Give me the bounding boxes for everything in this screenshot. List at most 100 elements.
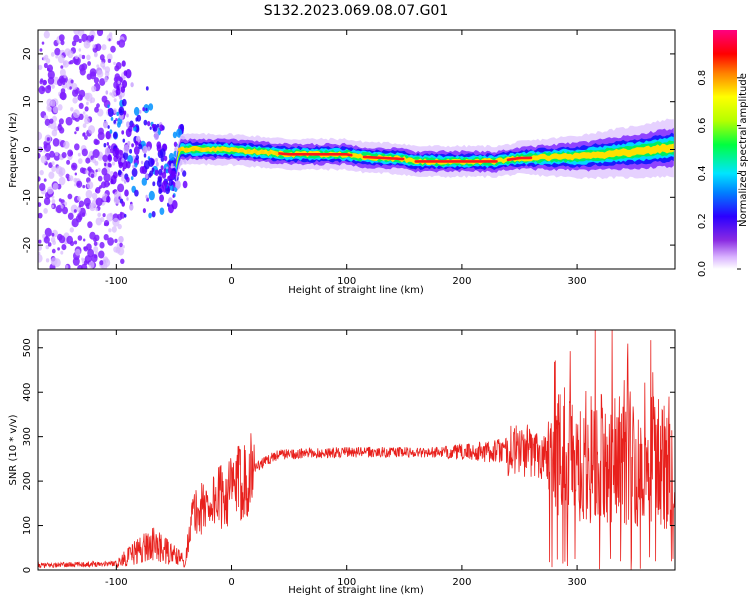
spectrogram-speckle: [134, 189, 139, 197]
spectrogram-speckle: [121, 130, 125, 135]
spectrogram-speckle: [113, 76, 119, 83]
spectrogram-speckle: [145, 86, 149, 91]
spectrogram-speckle: [67, 149, 73, 157]
spectrogram-speckle: [86, 181, 94, 190]
spectrogram-speckle: [78, 102, 84, 109]
spectrogram-speckle: [112, 217, 120, 227]
spectrogram-speckle: [73, 165, 76, 169]
spectrogram-speckle: [74, 131, 77, 135]
spectrogram-speckle: [135, 141, 139, 146]
spectrogram-speckle: [43, 30, 50, 39]
spectrogram-speckle: [47, 186, 54, 195]
spectrogram-speckle: [127, 140, 131, 146]
spectrogram-speckle: [118, 76, 124, 83]
spectrogram-speckle: [90, 37, 94, 42]
spectrogram-speckle: [47, 242, 52, 247]
spectrogram-speckle: [54, 47, 61, 56]
spectrogram-speckle: [93, 241, 98, 247]
spectrogram-speckle: [121, 157, 125, 163]
spectrogram-speckle: [76, 180, 83, 188]
spectrogram-speckle: [41, 41, 45, 45]
spectrogram-speckle: [50, 257, 58, 266]
spectrogram-speckle: [113, 119, 116, 124]
spectrogram-speckle: [77, 264, 83, 269]
y-tick-label: 0: [22, 567, 33, 573]
spectrogram-speckle: [119, 242, 123, 248]
spectrogram-speckle: [143, 160, 150, 170]
spectrogram-speckle: [93, 237, 97, 243]
spectrogram-speckle: [107, 155, 112, 162]
spectrogram-peak: [198, 147, 203, 152]
spectrogram-speckle: [81, 54, 86, 60]
spectrogram-speckle: [72, 109, 80, 119]
spectrogram-speckle: [51, 129, 58, 137]
snr-marks: [38, 330, 675, 570]
spectrogram-band: [176, 143, 674, 168]
spectrogram-speckle: [49, 118, 54, 124]
spectrogram-speckle: [47, 84, 51, 90]
spectrogram-speckle: [54, 151, 59, 157]
colorbar: 0.0 0.2 0.4 0.6 0.8 Normalized spectral ampl…: [697, 30, 749, 277]
spectrogram-speckle: [148, 172, 152, 178]
snr-panel: -100 0 100 200 300 0 100 200 300 400 500 Height o…: [8, 329, 676, 596]
spectrogram-speckle: [63, 140, 70, 149]
spectrogram-speckle: [117, 80, 121, 85]
spectrogram-speckle: [117, 223, 122, 230]
spectrogram-speckle: [109, 92, 113, 96]
spectrogram-speckle: [88, 261, 95, 269]
spectrogram-speckle: [77, 196, 81, 201]
spectrogram-speckle: [116, 111, 120, 116]
spectrogram-speckle: [171, 170, 176, 178]
spectrogram-speckle: [110, 116, 114, 121]
spectrogram-speckle: [112, 108, 118, 114]
spectrogram-speckle: [122, 245, 125, 249]
spectrogram-speckle: [158, 188, 163, 195]
y-tick-label: 500: [22, 338, 33, 357]
spectrogram-speckle: [45, 258, 50, 263]
spectrogram-speckle: [94, 52, 98, 57]
spectrogram-speckle: [58, 171, 64, 178]
spectrogram-speckle: [58, 176, 66, 186]
spectrogram-speckle: [43, 149, 46, 153]
spectrogram-speckle: [86, 42, 89, 46]
spectrogram-speckle: [147, 121, 151, 127]
spectrogram-speckle: [120, 173, 125, 178]
spectrogram-speckle: [122, 151, 129, 161]
spectrogram-speckle: [62, 206, 68, 215]
spectrogram-peak: [212, 147, 217, 152]
spectrogram-speckle: [52, 106, 59, 114]
spectrogram-speckle: [65, 116, 73, 126]
spectrogram-speckle: [69, 86, 72, 90]
spectrogram-speckle: [58, 34, 65, 42]
spectrogram-peak: [260, 150, 265, 155]
spectrogram-speckle: [92, 158, 97, 164]
spectrogram-speckle: [83, 246, 86, 250]
spectrogram-speckle: [106, 34, 113, 42]
spectrogram-speckle: [44, 227, 52, 237]
spectrogram-speckle: [180, 168, 184, 173]
spectrogram-speckle: [171, 200, 178, 210]
spectrogram-speckle: [103, 258, 111, 268]
spectrogram-speckle: [74, 143, 80, 151]
spectrogram-speckle: [115, 87, 121, 96]
y-tick-label: 100: [22, 516, 33, 535]
spectrogram-speckle: [73, 177, 78, 183]
spectrogram-speckle: [86, 101, 89, 106]
spectrogram-speckle: [121, 177, 125, 182]
spectrogram-peak: [246, 148, 251, 153]
spectrogram-speckle: [75, 248, 81, 256]
spectrogram-speckle: [118, 236, 124, 243]
spectrogram-speckle: [69, 227, 75, 233]
spectrogram-speckle: [145, 194, 148, 199]
spectrogram-speckle: [38, 64, 43, 71]
spectrogram-speckle: [133, 146, 140, 155]
spectrogram-speckle: [135, 117, 138, 122]
spectrogram-speckle: [38, 244, 42, 251]
spectrogram-speckle: [108, 38, 111, 42]
spectrogram-speckle: [52, 138, 60, 147]
spectrogram-speckle: [52, 182, 59, 191]
y-tick-label: 20: [22, 48, 33, 61]
spectrogram-speckle: [134, 162, 138, 168]
spectrogram-speckle: [52, 240, 56, 245]
spectrogram-speckle: [103, 173, 111, 183]
